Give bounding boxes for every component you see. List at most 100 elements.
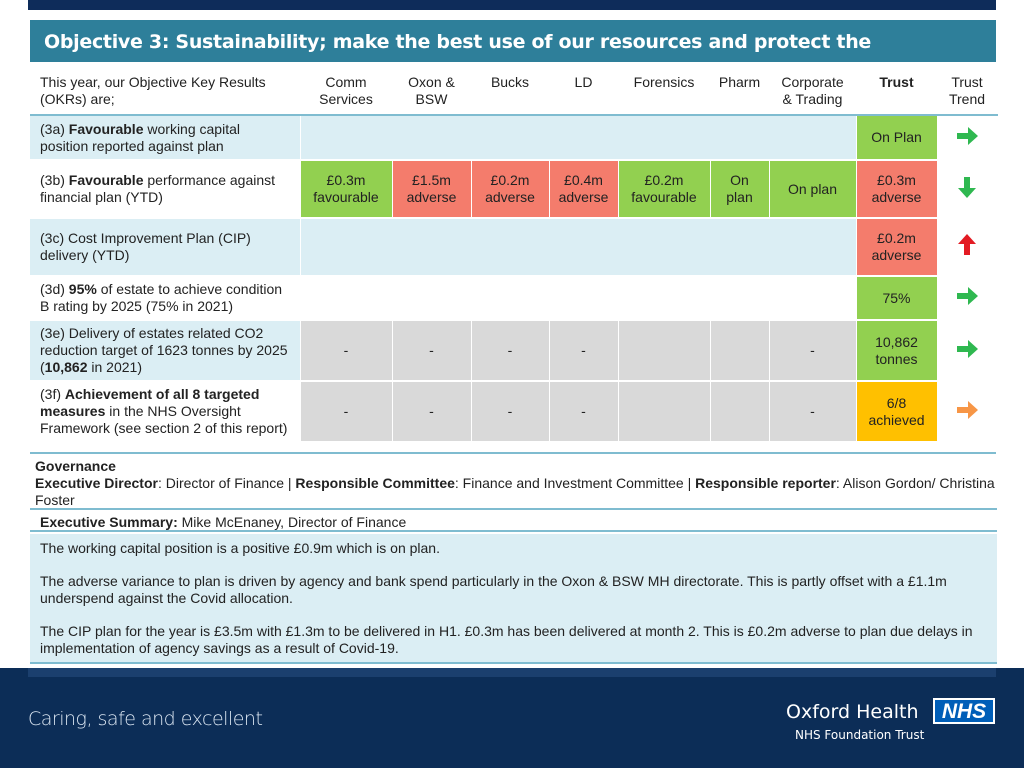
- directorate-cell: -: [392, 381, 472, 442]
- text-run: of estate to achieve condition B rating …: [40, 281, 283, 314]
- empty-span: [300, 218, 857, 276]
- directorate-cell: On plan: [710, 160, 770, 218]
- text-run: Responsible reporter: [695, 475, 836, 491]
- text-run: Executive Director: [35, 475, 158, 491]
- column-header: Trust: [856, 68, 938, 115]
- summary-paragraph: The adverse variance to plan is driven b…: [40, 573, 947, 606]
- text-run: Responsible Committee: [295, 475, 455, 491]
- text-run: (3f): [40, 386, 65, 402]
- title: Objective 3: Sustainability; make the be…: [30, 20, 996, 97]
- okr-table: This year, our Objective Key Results (OK…: [30, 68, 998, 443]
- directorate-cell: [710, 381, 770, 442]
- governance-title: Governance: [35, 458, 116, 474]
- arrow-shape: [957, 287, 978, 305]
- column-header: Comm Services: [300, 68, 393, 115]
- header-row: This year, our Objective Key Results (OK…: [30, 68, 998, 115]
- directorate-cell: -: [300, 320, 393, 381]
- trend-arrow: [957, 339, 978, 358]
- empty-span: [300, 115, 857, 160]
- directorate-cell: £1.5m adverse: [392, 160, 472, 218]
- okr-row: (3a) Favourable working capital position…: [30, 115, 998, 160]
- directorate-cell: -: [549, 320, 619, 381]
- text-run: working capital position reported agains…: [40, 120, 240, 154]
- text-run: (3e) Delivery of estates related CO2 red…: [40, 325, 288, 375]
- column-header: Corporate & Trading: [769, 68, 857, 115]
- directorate-cell: [710, 320, 770, 381]
- directorate-cell: -: [392, 320, 472, 381]
- text-run: Mike McEnaney, Director of Finance: [177, 514, 407, 530]
- footer-line: [28, 668, 996, 677]
- trend-arrow: [958, 177, 976, 198]
- text-run: 10,862: [44, 359, 88, 375]
- footer: [0, 668, 1024, 768]
- row-label: (3a) Favourable working capital position…: [30, 115, 301, 160]
- arrow-shape: [957, 400, 978, 419]
- column-header: Oxon & BSW: [392, 68, 472, 115]
- trend-cell: [937, 115, 998, 160]
- directorate-cell: [618, 381, 711, 442]
- okr-row: (3e) Delivery of estates related CO2 red…: [30, 320, 998, 381]
- summary-body: The working capital position is a positi…: [30, 534, 997, 664]
- trend-arrow: [957, 400, 978, 419]
- governance-text: Executive Director: Director of Finance …: [35, 475, 996, 509]
- trend-cell: [937, 276, 998, 320]
- text-run: performance against financial plan (YTD): [40, 172, 276, 205]
- row-label: (3e) Delivery of estates related CO2 red…: [30, 320, 301, 381]
- trust-cell: On Plan: [856, 115, 938, 160]
- directorate-cell: -: [769, 320, 857, 381]
- directorate-cell: -: [300, 381, 393, 442]
- directorate-cell: [618, 320, 711, 381]
- directorate-cell: £0.2m adverse: [471, 160, 550, 218]
- trust-cell: 6/8 achieved: [856, 381, 938, 442]
- arrow-shape: [958, 177, 976, 198]
- directorate-cell: £0.4m adverse: [549, 160, 619, 218]
- arrow-shape: [957, 339, 978, 358]
- trust-cell: 75%: [856, 276, 938, 320]
- okr-row: (3d) 95% of estate to achieve condition …: [30, 276, 998, 320]
- column-header: Bucks: [471, 68, 550, 115]
- trust-cell: 10,862 tonnes: [856, 320, 938, 381]
- trend-arrow: [957, 126, 978, 145]
- text-run: : Director of Finance |: [157, 475, 296, 491]
- trend-arrow: [957, 287, 978, 305]
- trend-cell: [937, 381, 998, 442]
- column-header: This year, our Objective Key Results (OK…: [30, 68, 301, 115]
- trust-cell: £0.3m adverse: [856, 160, 938, 218]
- text-run: (3a): [40, 120, 69, 137]
- governance: Governance Executive Director: Director …: [30, 452, 996, 509]
- text-run: 95%: [68, 281, 97, 297]
- nhs-logo: NHS: [933, 698, 995, 724]
- text-run: Executive Summary:: [40, 514, 178, 530]
- directorate-cell: -: [471, 381, 550, 442]
- column-header: LD: [549, 68, 619, 115]
- text-run: Achievement of all 8 targeted measures: [40, 386, 260, 419]
- column-header: Forensics: [618, 68, 711, 115]
- org-subname: NHS Foundation Trust: [795, 728, 925, 742]
- top-band: [28, 0, 996, 10]
- text-run: Favourable: [68, 120, 144, 137]
- directorate-cell: -: [549, 381, 619, 442]
- arrow-shape: [957, 126, 978, 145]
- text-run: : Finance and Investment Committee |: [454, 475, 696, 491]
- trust-cell: £0.2m adverse: [856, 218, 938, 276]
- summary-paragraph: The CIP plan for the year is £3.5m with …: [40, 623, 973, 656]
- directorate-cell: -: [471, 320, 550, 381]
- directorate-cell: On plan: [769, 160, 857, 218]
- column-header: Pharm: [710, 68, 770, 115]
- arrow-shape: [958, 234, 976, 255]
- directorate-cell: -: [769, 381, 857, 442]
- text-run: (3b): [40, 172, 69, 188]
- okr-row: (3c) Cost Improvement Plan (CIP) deliver…: [30, 218, 998, 276]
- row-label: (3b) Favourable performance against fina…: [30, 160, 301, 218]
- text-run: : Alison Gordon/ Christina Foster: [35, 475, 995, 508]
- text-run: in the NHS Oversight Framework (see sect…: [40, 403, 288, 436]
- column-header: Trust Trend: [937, 68, 998, 115]
- row-label: (3f) Achievement of all 8 targeted measu…: [30, 381, 301, 442]
- directorate-cell: £0.2m favourable: [618, 160, 711, 218]
- text-run: (3c) Cost Improvement Plan (CIP) deliver…: [40, 230, 251, 263]
- text-run: Favourable: [68, 172, 144, 188]
- text-run: (3d): [40, 281, 69, 297]
- empty-span: [300, 276, 857, 320]
- text-run: in 2021): [87, 359, 142, 375]
- okr-row: (3b) Favourable performance against fina…: [30, 160, 998, 218]
